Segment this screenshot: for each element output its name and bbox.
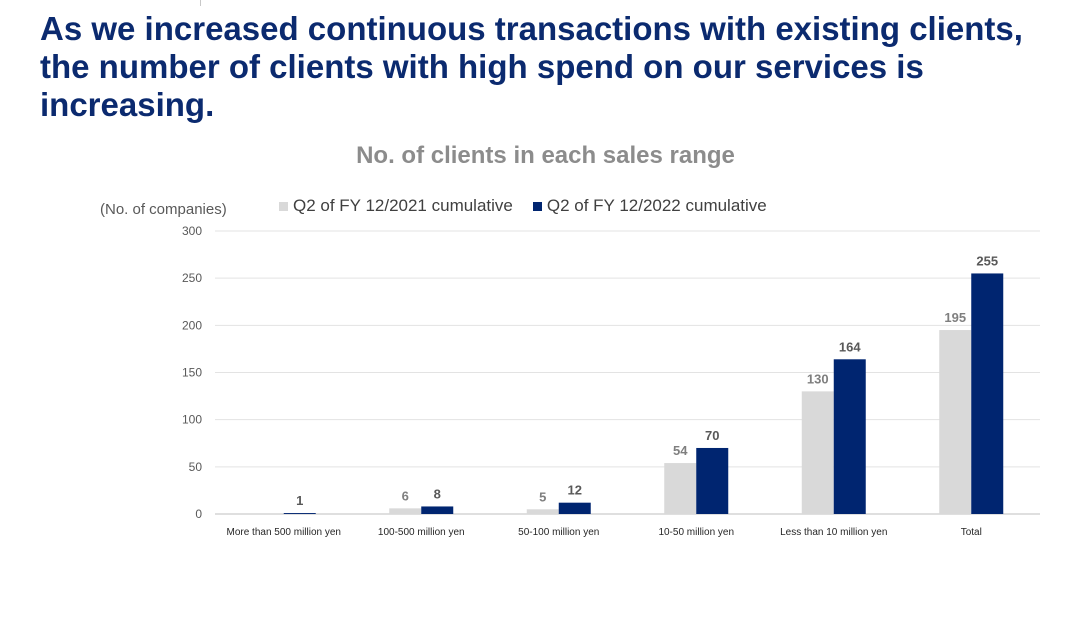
legend-label-fy2021: Q2 of FY 12/2021 cumulative [293, 196, 513, 215]
y-tick-label-200: 200 [182, 318, 202, 332]
data-label-100-500-million-yen-series-0: 6 [402, 488, 409, 503]
bar-more-than-500-million-yen-series-1 [283, 513, 316, 514]
x-category-label-50-100-million-yen: 50-100 million yen [518, 527, 599, 538]
legend-swatch-fy2022 [532, 201, 542, 211]
y-tick-label-250: 250 [182, 271, 202, 285]
data-label-less-than-10-million-yen-series-1: 164 [839, 339, 861, 354]
legend-item-fy2022: Q2 of FY 12/2022 cumulative [532, 196, 767, 216]
data-label-less-than-10-million-yen-series-0: 130 [807, 371, 829, 386]
data-label-10-50-million-yen-series-1: 70 [705, 428, 719, 443]
page-title: As we increased continuous transactions … [40, 10, 1023, 123]
bar-50-100-million-yen-series-0 [526, 509, 559, 514]
bar-100-500-million-yen-series-1 [421, 506, 454, 514]
data-label-100-500-million-yen-series-1: 8 [434, 486, 441, 501]
bar-total-series-0 [939, 330, 972, 514]
y-tick-label-300: 300 [182, 224, 202, 238]
data-label-50-100-million-yen-series-0: 5 [539, 489, 546, 504]
chart-title: No. of clients in each sales range [356, 142, 735, 169]
bar-total-series-1 [971, 273, 1004, 514]
y-tick-label-100: 100 [182, 413, 202, 427]
y-tick-label-50: 50 [189, 460, 203, 474]
bar-less-than-10-million-yen-series-1 [833, 359, 866, 514]
legend-item-fy2021: Q2 of FY 12/2021 cumulative [279, 196, 513, 216]
corner-divider-mark [200, 0, 201, 6]
data-label-10-50-million-yen-series-0: 54 [673, 443, 688, 458]
bar-less-than-10-million-yen-series-0 [801, 391, 834, 514]
chart-legend: Q2 of FY 12/2021 cumulative Q2 of FY 12/… [279, 196, 767, 216]
bar-50-100-million-yen-series-1 [558, 502, 591, 514]
x-category-label-10-50-million-yen: 10-50 million yen [658, 527, 734, 538]
data-label-50-100-million-yen-series-1: 12 [568, 483, 582, 498]
legend-label-fy2022: Q2 of FY 12/2022 cumulative [546, 196, 767, 215]
y-tick-label-150: 150 [182, 366, 202, 380]
y-tick-label-0: 0 [195, 507, 202, 521]
y-axis-unit-label: (No. of companies) [100, 201, 227, 218]
x-category-label-more-than-500-million-yen: More than 500 million yen [226, 527, 341, 538]
bar-100-500-million-yen-series-0 [389, 508, 422, 514]
data-label-more-than-500-million-yen-series-1: 1 [296, 493, 303, 508]
bar-10-50-million-yen-series-0 [664, 463, 697, 514]
x-category-label-total: Total [961, 527, 982, 538]
legend-swatch-fy2021 [279, 201, 288, 211]
x-category-label-100-500-million-yen: 100-500 million yen [378, 527, 465, 538]
data-label-total-series-1: 255 [976, 253, 998, 268]
bar-10-50-million-yen-series-1 [696, 447, 729, 514]
data-label-total-series-0: 195 [944, 310, 966, 325]
x-category-label-less-than-10-million-yen: Less than 10 million yen [780, 527, 887, 538]
